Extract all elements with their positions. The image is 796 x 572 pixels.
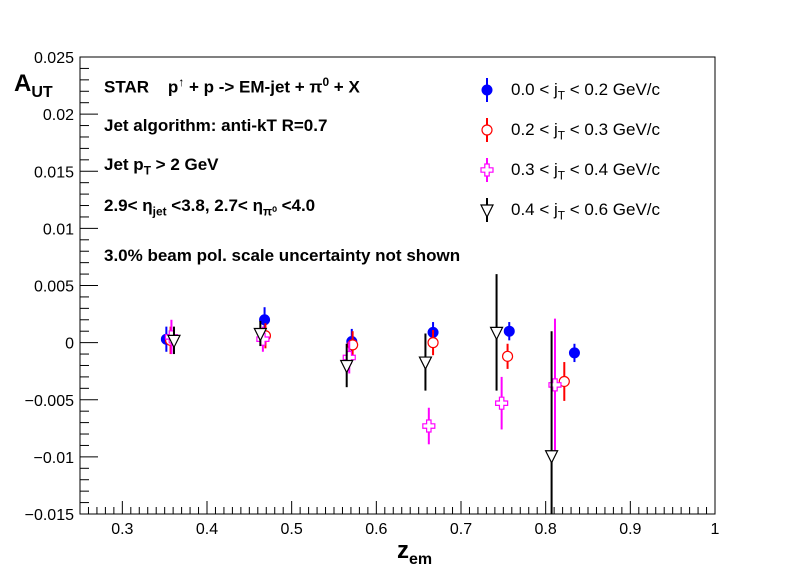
y-tick-label: 0.025 (34, 50, 74, 67)
legend-label-series-2: 0.2 < jT < 0.3 GeV/c (511, 120, 661, 143)
data-point (495, 396, 509, 410)
data-point (339, 359, 354, 374)
y-axis-title: AUT (14, 70, 53, 101)
data-point (568, 347, 580, 359)
annotation-jet-algorithm: Jet algorithm: anti-kT R=0.7 (104, 116, 328, 135)
y-tick-label: −0.015 (25, 507, 74, 524)
data-point (501, 350, 514, 362)
data-point (548, 378, 562, 392)
y-tick-label: −0.005 (25, 393, 74, 410)
y-tick-label: 0.005 (34, 279, 74, 296)
legend-label-series-4: 0.4 < jT < 0.6 GeV/c (511, 200, 661, 223)
legend-marker (481, 124, 493, 136)
y-tick-label: 0.02 (43, 107, 74, 124)
legend-marker (480, 163, 494, 177)
legend-label-series-3: 0.3 < jT < 0.4 GeV/c (511, 160, 661, 183)
annotation-uncertainty-note: 3.0% beam pol. scale uncertainty not sho… (104, 246, 461, 265)
data-point (167, 334, 181, 349)
data-point (489, 326, 504, 341)
data-points (160, 274, 580, 514)
series-3 (164, 318, 562, 452)
legend-label-series-1: 0.0 < jT < 0.2 GeV/c (511, 80, 661, 103)
y-tick-label: 0.015 (34, 164, 74, 181)
data-point (418, 356, 433, 371)
data-point (558, 375, 570, 388)
y-tick-label: 0 (65, 336, 74, 353)
x-tick-label: 0.4 (196, 521, 218, 538)
x-tick-label: 0.3 (111, 521, 133, 538)
annotation-experiment: STAR p↑ + p -> EM-jet + π0 + X (104, 75, 360, 97)
tick-labels: 0.3 0.4 0.5 0.6 0.7 0.8 0.9 1 −0.015 −0.01 −0.005 0… (25, 50, 720, 538)
data-point (253, 327, 268, 342)
axes (79, 56, 716, 515)
annotation-eta-cuts: 2.9< ηjet <3.8, 2.7< ηπ⁰ <4.0 (104, 196, 316, 219)
x-tick-label: 0.6 (365, 521, 387, 538)
y-tick-label: −0.01 (34, 450, 75, 467)
series-4 (167, 274, 559, 514)
data-point (422, 419, 436, 433)
data-point (503, 325, 515, 337)
x-tick-label: 1 (711, 521, 720, 538)
legend-markers (480, 78, 494, 222)
x-tick-label: 0.7 (450, 521, 472, 538)
x-tick-label: 0.5 (281, 521, 303, 538)
x-tick-label: 0.8 (535, 521, 557, 538)
data-point (427, 337, 439, 349)
data-point (256, 332, 270, 346)
annotation-jet-pt: Jet pT > 2 GeV (104, 155, 219, 178)
x-axis-title: zem (397, 537, 433, 568)
legend-marker (480, 204, 494, 219)
legend-marker (481, 84, 493, 96)
series-1 (160, 307, 580, 363)
y-tick-label: 0.01 (43, 221, 74, 238)
data-point (544, 450, 559, 465)
x-tick-label: 0.9 (619, 521, 641, 538)
